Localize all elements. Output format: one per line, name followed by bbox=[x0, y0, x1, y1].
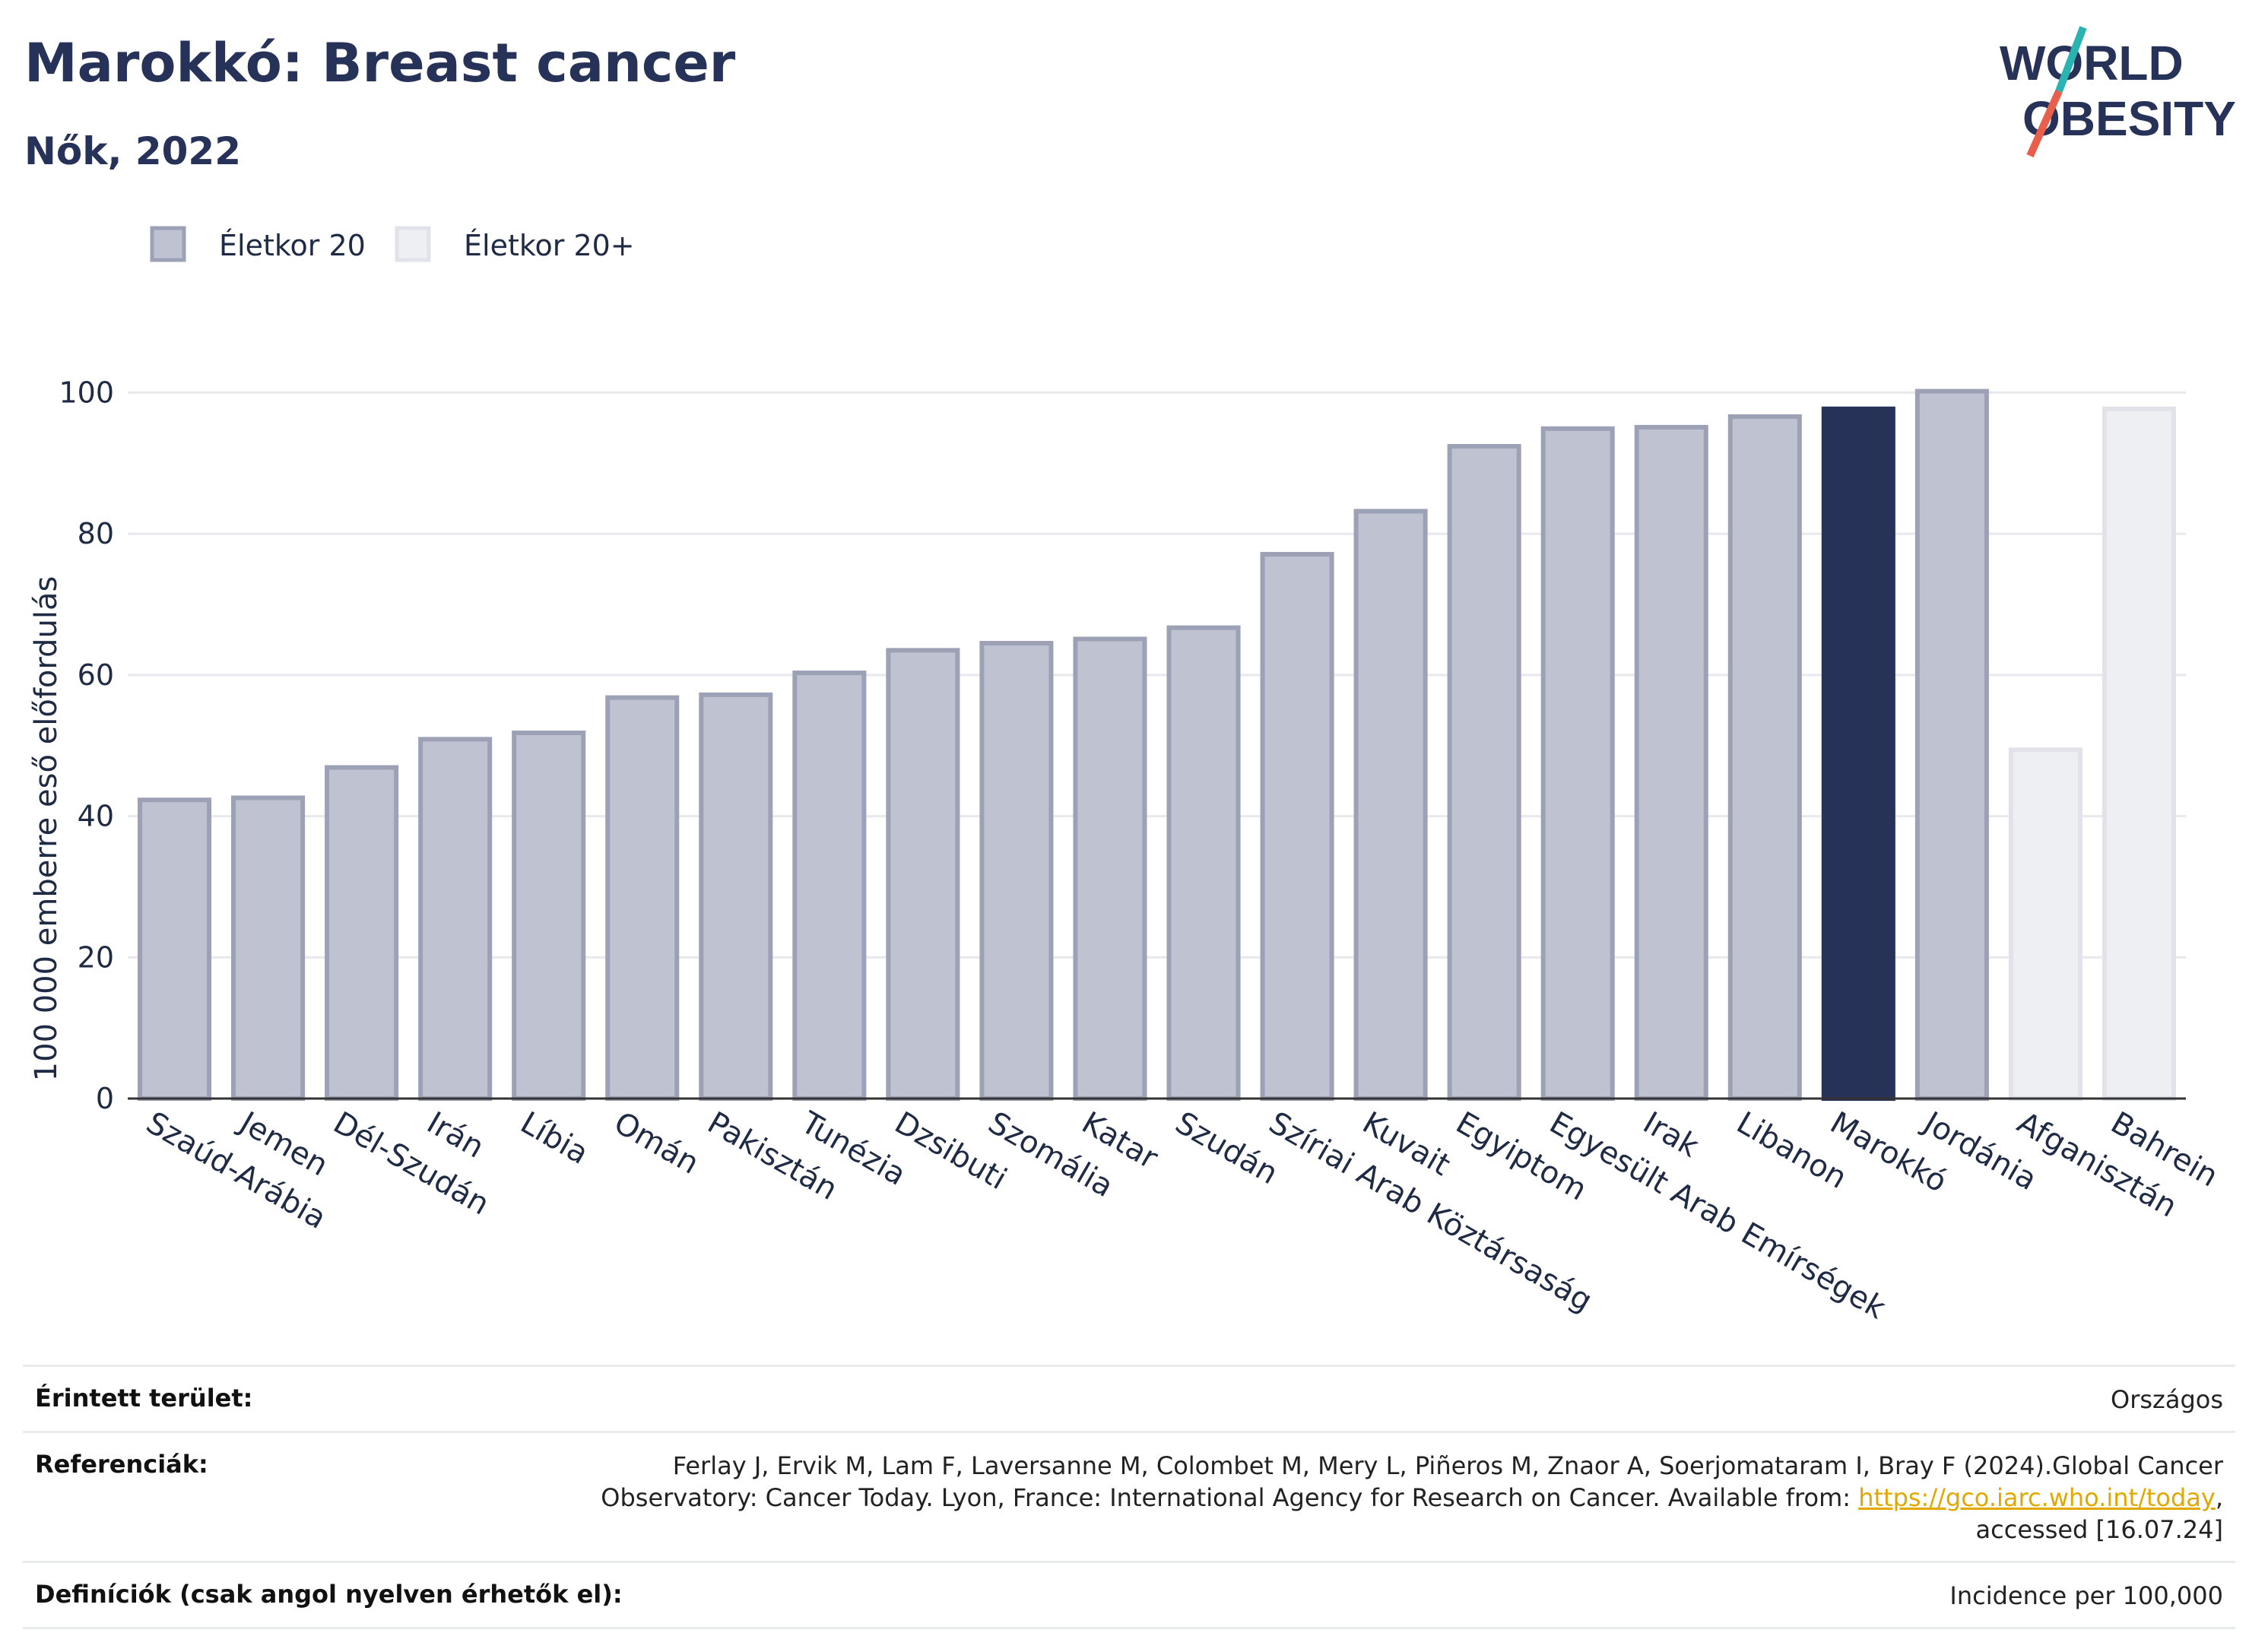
bar-17 bbox=[1727, 414, 1802, 1101]
y-tick-label: 0 bbox=[96, 1082, 114, 1115]
area-label: Érintett terület: bbox=[35, 1384, 253, 1413]
bar-15 bbox=[1540, 426, 1615, 1101]
world-obesity-logo: WORLD OBESITY bbox=[2000, 26, 2235, 158]
references-link[interactable]: https://gco.iarc.who.int/today bbox=[1858, 1483, 2216, 1512]
bar-7 bbox=[792, 671, 867, 1101]
legend-label-age20: Életkor 20 bbox=[219, 229, 366, 262]
svg-text:WORLD: WORLD bbox=[2000, 36, 2184, 90]
footer-row-references: Referenciák: Ferlay J, Ervik M, Lam F, L… bbox=[23, 1431, 2235, 1561]
y-axis-label: 100 000 emberre eső előfordulás bbox=[29, 576, 64, 1082]
bar-11 bbox=[1166, 625, 1241, 1101]
bar-21 bbox=[2101, 406, 2177, 1101]
y-tick-label: 40 bbox=[78, 800, 114, 833]
bar-16 bbox=[1634, 424, 1708, 1101]
x-tick-label: Omán bbox=[608, 1105, 705, 1181]
bar-20 bbox=[2008, 747, 2082, 1101]
footer-row-definitions: Definíciók (csak angol nyelven érhetők e… bbox=[23, 1561, 2235, 1629]
bar-6 bbox=[699, 692, 773, 1101]
page-subtitle: Nők, 2022 bbox=[24, 129, 242, 173]
x-tick-label: Szudán bbox=[1169, 1105, 1283, 1191]
legend-swatch-age20plus bbox=[395, 226, 431, 262]
bar-8 bbox=[886, 648, 960, 1101]
references-value: Ferlay J, Ervik M, Lam F, Laversanne M, … bbox=[588, 1450, 2223, 1546]
y-tick-label: 60 bbox=[78, 658, 114, 692]
bar-9 bbox=[979, 641, 1054, 1101]
bar-14 bbox=[1447, 444, 1521, 1101]
legend-swatch-age20 bbox=[150, 226, 186, 262]
references-label: Referenciák: bbox=[35, 1450, 208, 1479]
bar-19 bbox=[1914, 388, 1989, 1101]
chart-footer: Érintett terület: Országos Referenciák: … bbox=[23, 1365, 2235, 1629]
y-tick-label: 100 bbox=[59, 376, 114, 409]
legend-label-age20plus: Életkor 20+ bbox=[464, 229, 635, 262]
bar-13 bbox=[1353, 509, 1428, 1101]
bar-chart: Életkor 20 Életkor 20+ 0 20 40 60 80 100 Szaúd… bbox=[29, 226, 2224, 1327]
page-title: Marokkó: Breast cancer bbox=[24, 32, 736, 94]
bar-0 bbox=[137, 797, 212, 1101]
bar-2 bbox=[325, 765, 399, 1101]
bar-4 bbox=[512, 731, 586, 1101]
bar-10 bbox=[1073, 636, 1147, 1101]
bar-18 bbox=[1821, 406, 1895, 1101]
bars bbox=[128, 388, 2186, 1102]
references-text-2: , accessed [16.07.24] bbox=[1975, 1483, 2223, 1544]
definitions-value: Incidence per 100,000 bbox=[1949, 1581, 2223, 1610]
references-text-1: Ferlay J, Ervik M, Lam F, Laversanne M, … bbox=[601, 1451, 2223, 1512]
area-value: Országos bbox=[2111, 1385, 2223, 1414]
bar-12 bbox=[1260, 552, 1334, 1101]
bar-5 bbox=[605, 695, 680, 1101]
y-axis-ticks: 0 20 40 60 80 100 bbox=[59, 376, 114, 1115]
bar-1 bbox=[231, 795, 306, 1102]
footer-row-area: Érintett terület: Országos bbox=[23, 1365, 2235, 1431]
chart-legend: Életkor 20 Életkor 20+ bbox=[150, 226, 635, 262]
x-tick-label: Líbia bbox=[515, 1105, 595, 1172]
y-tick-label: 20 bbox=[78, 940, 114, 974]
y-tick-label: 80 bbox=[78, 517, 114, 550]
definitions-label: Definíciók (csak angol nyelven érhetők e… bbox=[35, 1580, 623, 1609]
bar-3 bbox=[418, 737, 493, 1101]
